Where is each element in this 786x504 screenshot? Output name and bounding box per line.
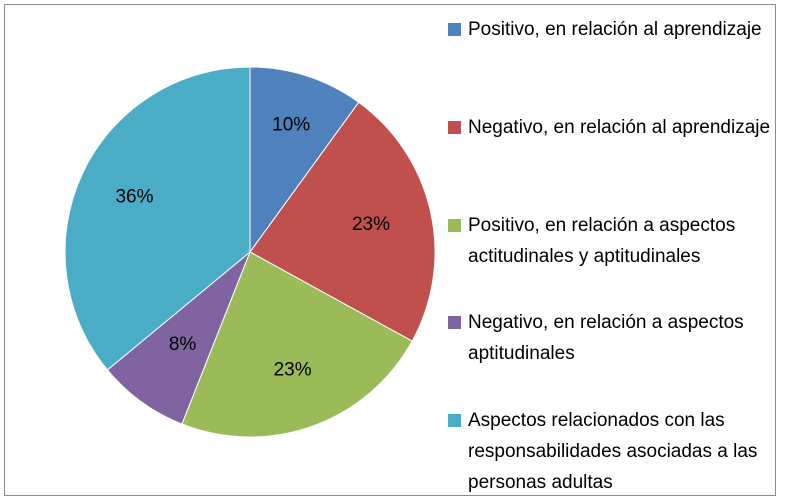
slice-percent-label: 23% <box>274 359 312 380</box>
legend-label: Positivo, en relación al aprendizaje <box>468 19 762 40</box>
pie-slice <box>249 101 436 342</box>
pie-slice <box>64 66 251 371</box>
legend-label: Negativo, en relación a aspectos aptitud… <box>468 312 744 364</box>
legend-swatch <box>448 219 461 232</box>
legend-item: Positivo, en relación al aprendizaje <box>448 14 778 76</box>
pie-slice <box>181 251 413 438</box>
legend-swatch <box>448 316 461 329</box>
legend-label: Aspectos relacionados con las responsabi… <box>468 410 758 493</box>
legend-item: Negativo, en relación a aspectos aptitud… <box>448 307 778 369</box>
slice-percent-label: 36% <box>115 187 153 208</box>
slice-percent-label: 23% <box>352 214 390 235</box>
legend-label: Negativo, en relación al aprendizaje <box>468 117 771 138</box>
legend-swatch <box>448 121 461 134</box>
pie-slices <box>64 66 436 438</box>
legend-label: Positivo, en relación a aspectos actitud… <box>468 215 736 267</box>
legend: Positivo, en relación al aprendizaje Neg… <box>448 14 778 498</box>
legend-item: Aspectos relacionados con las responsabi… <box>448 405 778 498</box>
legend-swatch <box>448 23 461 36</box>
pie-labels: 10% 23% 23% 8% 36% <box>115 114 390 380</box>
slice-percent-label: 8% <box>169 334 197 355</box>
legend-item: Negativo, en relación al aprendizaje <box>448 112 778 174</box>
pie-slice <box>106 251 251 425</box>
legend-swatch <box>448 414 461 427</box>
legend-item: Positivo, en relación a aspectos actitud… <box>448 210 778 272</box>
slice-percent-label: 10% <box>272 114 310 135</box>
pie-slice <box>249 66 360 254</box>
